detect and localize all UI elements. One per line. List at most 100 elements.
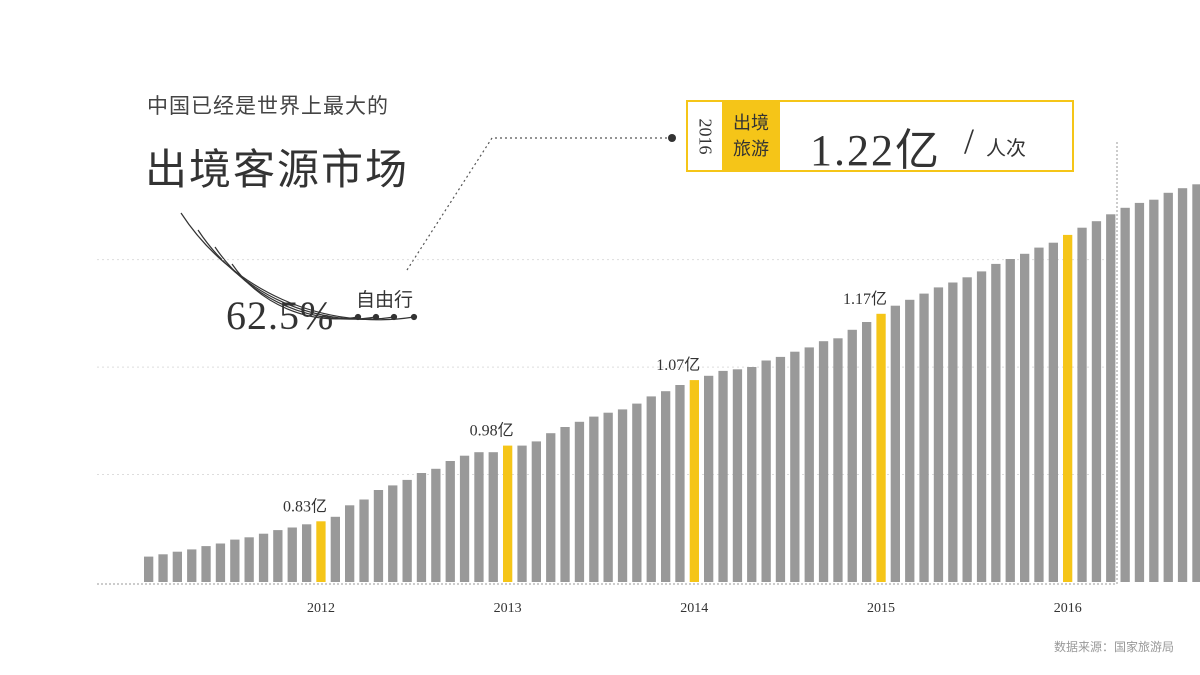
bar-61	[1020, 253, 1030, 583]
connector	[406, 134, 676, 271]
data-source: 数据来源：国家旅游局	[1053, 640, 1174, 654]
bar-26	[517, 445, 527, 582]
arc-dot-3	[390, 313, 398, 321]
x-tick-2012: 2012	[307, 601, 335, 616]
share-label: 自由行	[356, 290, 414, 311]
bar-52	[890, 305, 900, 582]
bar-49	[847, 329, 857, 582]
x-tick-2016: 2016	[1054, 601, 1082, 616]
bar-22	[459, 455, 470, 582]
bar-58	[976, 271, 987, 582]
bar-41	[732, 369, 743, 582]
bar-4	[201, 546, 211, 582]
value-label-38: 1.07亿	[656, 356, 700, 374]
bar-21	[445, 461, 455, 582]
bar-35	[646, 396, 656, 582]
callout-tag-line2: 旅游	[733, 139, 769, 159]
share-percent: 62.5%	[226, 293, 335, 338]
arc-3	[197, 229, 395, 320]
arc-group	[180, 212, 418, 321]
bar-36	[661, 391, 671, 582]
bar-66	[1091, 221, 1102, 582]
arc-2	[214, 246, 377, 320]
callout-tag-line1: 出境	[733, 113, 769, 133]
bar-highlight-64	[1063, 234, 1073, 582]
bar-53	[905, 299, 915, 582]
arc-dot-4	[410, 313, 418, 321]
bar-42	[747, 367, 757, 582]
arc-inner	[231, 263, 359, 320]
bar-9	[273, 530, 283, 582]
bar-14	[345, 505, 355, 582]
bar-43	[761, 360, 771, 582]
bar-10	[287, 527, 297, 582]
bar-44	[775, 356, 786, 582]
bar-32	[603, 412, 613, 582]
bar-13	[330, 516, 340, 582]
bar-16	[373, 490, 384, 582]
bar-18	[402, 479, 412, 582]
callout-value: 1.22亿	[810, 126, 941, 175]
connector-dot	[668, 134, 676, 142]
bar-highlight-51	[876, 313, 886, 582]
bar-72	[1177, 188, 1188, 582]
bar-highlight-38	[689, 380, 699, 582]
x-tick-2015: 2015	[867, 601, 895, 616]
bar-40	[718, 370, 728, 582]
callout-slash: /	[964, 121, 975, 161]
callout-tag: 出境 旅游	[722, 102, 780, 170]
bar-70	[1149, 199, 1159, 582]
bar-39	[704, 375, 714, 582]
bar-24	[488, 452, 498, 582]
bar-highlight-12	[316, 521, 326, 582]
bar-15	[359, 499, 369, 582]
bar-65	[1077, 227, 1087, 582]
bar-54	[919, 293, 929, 582]
bar-63	[1048, 242, 1058, 582]
bar-48	[833, 338, 843, 582]
bar-1	[158, 554, 168, 582]
bar-31	[589, 416, 599, 582]
bar-34	[632, 403, 642, 582]
bar-73	[1192, 184, 1200, 583]
bar-11	[302, 524, 312, 582]
axes	[97, 142, 1118, 585]
x-tick-labels: 2012 2013 2014 2015 2016	[307, 601, 1082, 616]
bar-17	[388, 485, 398, 582]
bar-37	[675, 385, 685, 582]
bar-45	[790, 351, 800, 582]
x-tick-2014: 2014	[680, 601, 708, 616]
bar-19	[416, 473, 427, 582]
bar-7	[244, 537, 254, 582]
bar-27	[531, 441, 541, 582]
bar-2	[172, 551, 182, 582]
bar-29	[560, 427, 570, 582]
bar-5	[215, 543, 226, 582]
bar-47	[818, 341, 829, 582]
bar-0	[144, 556, 154, 582]
bar-8	[258, 533, 269, 582]
callout-unit: 人次	[986, 138, 1026, 160]
callout-year: 2016	[695, 118, 716, 154]
bar-20	[431, 468, 441, 582]
callout-box: 2016 出境 旅游 1.22亿 / 人次	[686, 100, 1074, 175]
value-label-51: 1.17亿	[843, 290, 887, 308]
bar-3	[187, 549, 197, 582]
bar-62	[1034, 247, 1044, 582]
bar-60	[1005, 259, 1015, 582]
bar-6	[230, 539, 240, 582]
bar-28	[546, 433, 556, 582]
bar-50	[862, 322, 872, 582]
bar-highlight-25	[503, 445, 513, 582]
bar-46	[804, 347, 814, 582]
connector-line	[406, 137, 672, 271]
bar-30	[574, 421, 585, 582]
bar-69	[1134, 202, 1145, 582]
bar-59	[991, 263, 1001, 582]
subtitle: 中国已经是世界上最大的	[147, 95, 389, 118]
x-tick-2013: 2013	[494, 601, 522, 616]
callout-year-cell: 2016	[688, 102, 722, 170]
bar-55	[933, 287, 944, 582]
bar-series	[144, 184, 1200, 583]
page-title: 出境客源市场	[145, 146, 410, 193]
